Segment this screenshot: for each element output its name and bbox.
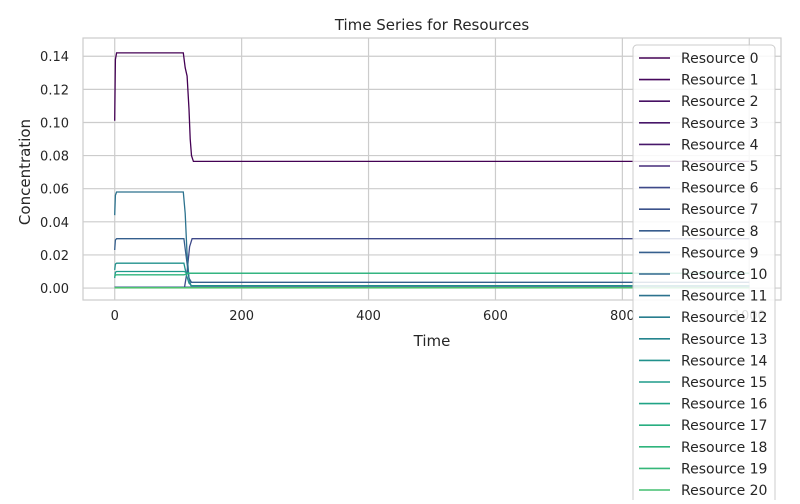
series-line-resource-9 xyxy=(114,238,750,283)
y-tick-label: 0.10 xyxy=(40,116,69,131)
legend-entry: Resource 9 xyxy=(681,245,759,261)
legend-entry: Resource 7 xyxy=(681,202,759,218)
y-tick-label: 0.00 xyxy=(40,282,69,297)
legend-entry: Resource 2 xyxy=(681,94,759,110)
x-axis-label: Time xyxy=(413,332,451,350)
legend-entry: Resource 19 xyxy=(681,461,767,477)
legend-entry: Resource 11 xyxy=(681,289,767,305)
y-tick-label: 0.06 xyxy=(40,183,69,198)
legend-entry: Resource 3 xyxy=(681,116,759,132)
x-tick-label: 800 xyxy=(610,309,635,324)
legend-entry: Resource 16 xyxy=(681,397,768,413)
legend-entry: Resource 6 xyxy=(681,181,759,197)
series-line-resource-18 xyxy=(114,272,750,277)
x-tick-label: 0 xyxy=(111,309,119,324)
y-tick-label: 0.14 xyxy=(40,50,69,65)
legend-entry: Resource 17 xyxy=(681,418,767,434)
series-line-resource-0 xyxy=(114,52,750,163)
legend-entry: Resource 5 xyxy=(681,159,759,175)
legend-box xyxy=(632,44,776,504)
chart-title: Time Series for Resources xyxy=(334,16,530,34)
legend-entry: Resource 18 xyxy=(681,440,767,456)
series-line-resource-11 xyxy=(114,191,750,287)
y-axis-label: Concentration xyxy=(16,119,34,225)
legend-entry: Resource 14 xyxy=(681,353,768,369)
y-tick-label: 0.04 xyxy=(40,216,69,231)
legend-entry: Resource 0 xyxy=(681,51,759,67)
y-tick-label: 0.12 xyxy=(40,83,69,98)
legend: Resource 0 Resource 1 Resource 2 Resource 3… xyxy=(632,44,776,504)
legend-entry: Resource 13 xyxy=(681,332,767,348)
x-tick-label: 600 xyxy=(483,309,508,324)
x-tick-label: 200 xyxy=(229,309,254,324)
y-tick-label: 0.08 xyxy=(40,150,69,165)
legend-entry: Resource 15 xyxy=(681,375,767,391)
plot-frame xyxy=(82,37,782,301)
legend-entry: Resource 10 xyxy=(681,267,767,283)
x-tick-label: 400 xyxy=(356,309,381,324)
y-tick-label: 0.02 xyxy=(40,249,69,264)
legend-entry: Resource 12 xyxy=(681,310,767,326)
legend-entry: Resource 20 xyxy=(681,483,767,499)
series-line-resource-14 xyxy=(114,262,750,287)
legend-entry: Resource 1 xyxy=(681,73,759,89)
legend-entry: Resource 4 xyxy=(681,137,759,153)
legend-entry: Resource 8 xyxy=(681,224,759,240)
